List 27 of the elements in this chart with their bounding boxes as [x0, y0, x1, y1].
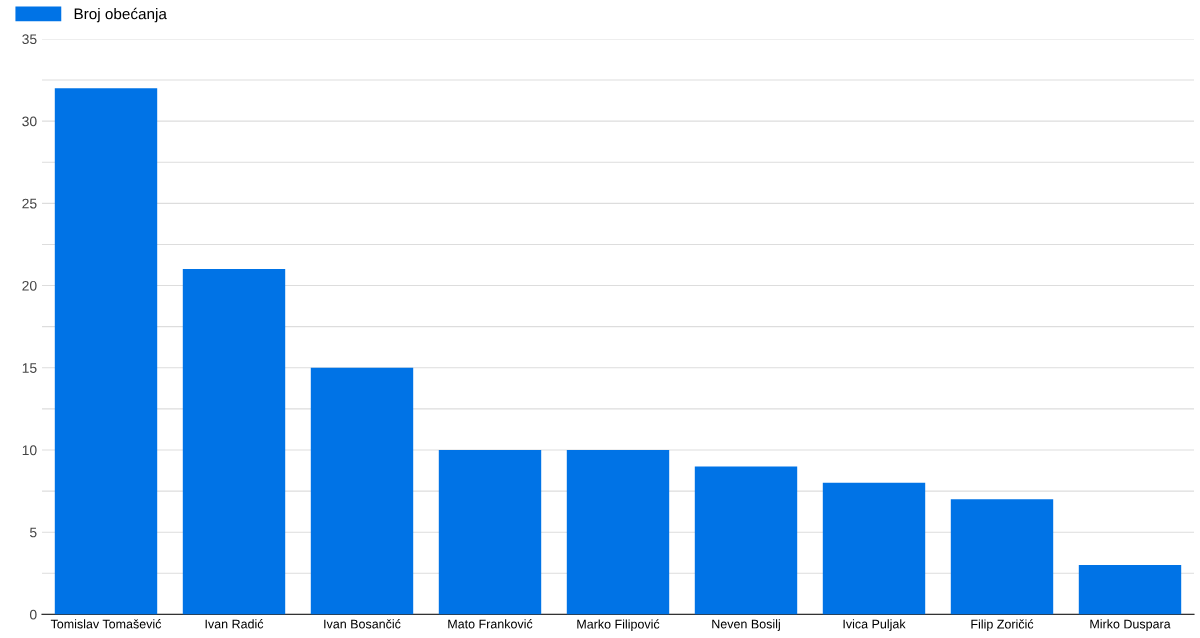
bar: [438, 449, 542, 615]
bar: [566, 449, 670, 615]
x-tick-label: Mirko Duspara: [1090, 619, 1171, 631]
bar: [182, 269, 286, 615]
x-tick-label: Neven Bosilj: [712, 619, 780, 631]
y-tick-label: 30: [22, 116, 37, 127]
y-tick-label: 10: [22, 445, 37, 456]
x-tick-label: Filip Zoričić: [971, 619, 1034, 632]
x-tick-label: Ivan Radić: [205, 619, 264, 629]
y-tick-label: 25: [22, 198, 37, 209]
bar: [1078, 565, 1182, 615]
bar: [950, 499, 1054, 615]
y-tick-label: 35: [22, 34, 37, 45]
x-tick-label: Mato Franković: [448, 619, 533, 629]
legend-label: Broj obećanja: [74, 7, 167, 23]
y-tick-label: 0: [29, 609, 37, 620]
x-tick-label: Tomislav Tomašević: [50, 619, 162, 629]
y-tick-label: 5: [29, 527, 37, 538]
y-tick-label: 20: [22, 280, 37, 291]
x-tick-label: Ivan Bosančić: [324, 619, 401, 629]
y-tick-label: 15: [22, 363, 37, 373]
bar: [822, 482, 926, 615]
x-tick-label: Marko Filipović: [577, 619, 660, 632]
bar: [310, 367, 414, 615]
x-tick-label: Ivica Puljak: [843, 619, 906, 631]
bar: [54, 88, 158, 615]
bar: [694, 466, 798, 615]
